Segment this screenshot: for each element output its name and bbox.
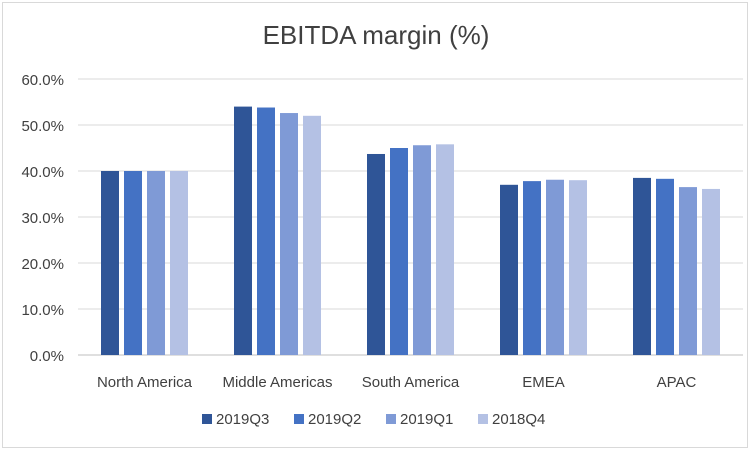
legend-swatch [386, 414, 396, 424]
x-tick-label: EMEA [522, 374, 565, 391]
bar [656, 178, 674, 355]
x-tick-label: Middle Americas [222, 374, 332, 391]
y-tick-label: 60.0% [21, 72, 64, 89]
legend-swatch [202, 414, 212, 424]
bar [500, 184, 518, 355]
legend-label: 2018Q4 [492, 411, 545, 428]
bar [170, 171, 188, 355]
bar [101, 171, 119, 355]
y-axis-ticks: 0.0% 10.0% 20.0% 30.0% 40.0% 50.0% 60.0% [21, 72, 64, 365]
gridlines [78, 78, 743, 356]
legend-label: 2019Q3 [216, 411, 269, 428]
bar [546, 179, 564, 355]
x-tick-label: APAC [657, 374, 697, 391]
x-axis-ticks: North America Middle Americas South Americ… [97, 374, 697, 391]
bar [147, 171, 165, 355]
bar [303, 115, 321, 355]
bar [679, 187, 697, 355]
chart-title: EBITDA margin (%) [262, 20, 490, 50]
bar [257, 107, 275, 356]
bar [413, 145, 431, 355]
legend-swatch [478, 414, 488, 424]
bar [390, 148, 408, 355]
y-tick-label: 50.0% [21, 118, 64, 135]
bar [280, 113, 298, 355]
bar [124, 171, 142, 355]
bar [523, 181, 541, 355]
y-tick-label: 30.0% [21, 210, 64, 227]
legend-label: 2019Q1 [400, 411, 453, 428]
bar [367, 153, 385, 355]
y-tick-label: 10.0% [21, 302, 64, 319]
bar [569, 180, 587, 355]
legend: 2019Q3 2019Q2 2019Q1 2018Q4 [202, 411, 545, 428]
bar [702, 188, 720, 355]
bars [101, 106, 720, 356]
y-tick-label: 20.0% [21, 256, 64, 273]
bar [234, 106, 252, 355]
y-tick-label: 0.0% [30, 348, 64, 365]
x-tick-label: North America [97, 374, 193, 391]
legend-swatch [294, 414, 304, 424]
bar [436, 144, 454, 355]
bar [633, 177, 651, 355]
x-tick-label: South America [362, 374, 460, 391]
legend-label: 2019Q2 [308, 411, 361, 428]
y-tick-label: 40.0% [21, 164, 64, 181]
